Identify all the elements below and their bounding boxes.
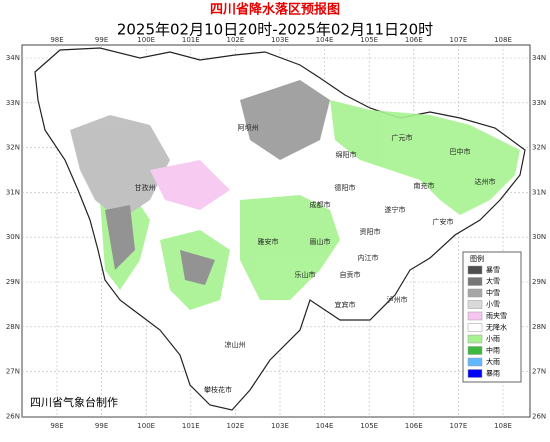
lon-label: 106E [405,422,423,430]
lat-label: 26N [6,412,20,420]
city-label: 乐山市 [295,270,316,279]
legend-swatch [467,346,483,355]
city-label: 眉山市 [310,237,331,246]
lon-label: 101E [182,36,200,44]
precip-areas [70,80,520,310]
city-label: 遂宁市 [385,205,406,214]
legend-swatch [467,357,483,367]
lon-label: 100E [137,422,155,430]
legend-swatch [467,334,483,344]
city-label: 甘孜州 [135,183,156,192]
lat-label: 26N [532,412,546,420]
legend-swatch [467,311,483,321]
lon-label: 105E [360,36,378,44]
lat-label: 34N [532,54,546,62]
lat-label: 31N [532,188,546,196]
legend-swatch [467,265,483,275]
legend-swatch [467,288,483,298]
legend-label: 无降水 [486,323,507,332]
legend-label: 暴雪 [486,266,500,274]
lat-label: 27N [532,368,546,376]
legend-label: 中雨 [486,346,500,355]
city-label: 巴中市 [450,147,471,156]
legend-label: 雨夹雪 [486,311,507,320]
lat-label: 27N [6,368,20,376]
lon-label: 104E [316,36,334,44]
lat-label: 33N [6,99,20,107]
city-label: 绵阳市 [336,150,357,159]
lon-label: 105E [360,422,378,430]
city-label: 雅安市 [258,237,279,246]
legend-label: 中雪 [486,288,500,297]
subtitle: 2025年02月10日20时-2025年02月11日20时 [117,21,433,39]
lat-label: 28N [532,323,546,331]
lat-label: 29N [532,278,546,286]
lat-label: 34N [6,54,20,62]
lat-label: 28N [6,323,20,331]
legend-label: 小雨 [486,334,500,343]
lon-label: 103E [271,422,289,430]
city-label: 南充市 [414,181,435,190]
city-label: 泸州市 [387,295,408,304]
legend-label: 暴雨 [486,370,500,378]
legend-swatch [467,323,483,332]
legend-swatch [467,277,483,286]
lon-label: 104E [316,422,334,430]
lat-label: 31N [6,188,20,196]
legend-label: 大雪 [486,277,500,286]
lat-label: 32N [532,144,546,152]
legend-label: 大雨 [486,357,500,366]
legend-title: 图例 [470,254,484,263]
city-label: 广安市 [433,217,454,226]
lon-label: 108E [494,36,512,44]
lon-label: 103E [271,36,289,44]
lon-label: 106E [405,36,423,44]
lon-label: 101E [182,422,200,430]
city-label: 广元市 [392,133,413,142]
lat-label: 33N [532,99,546,107]
city-label: 阿坝州 [238,123,259,132]
lon-label: 107E [450,36,468,44]
lon-label: 99E [95,422,108,430]
footer: 四川省气象台制作 [30,395,118,409]
legend-label: 小雪 [486,300,500,309]
city-label: 成都市 [310,200,331,209]
city-label: 达州市 [475,177,496,186]
lat-label: 32N [6,144,20,152]
lon-label: 98E [50,422,63,430]
lon-label: 99E [95,36,108,44]
city-label: 凉山州 [225,340,246,349]
lat-label: 30N [532,233,546,241]
lat-label: 30N [6,233,20,241]
lon-label: 107E [450,422,468,430]
city-label: 德阳市 [335,183,356,192]
city-label: 攀枝花市 [204,385,232,394]
city-label: 资阳市 [360,227,381,236]
city-label: 内江市 [358,253,379,262]
city-label: 自贡市 [340,270,361,279]
legend-swatch [467,300,483,309]
lon-label: 100E [137,36,155,44]
lon-label: 98E [50,36,63,44]
lon-label: 102E [227,422,245,430]
legend-swatch [467,369,483,378]
title: 四川省降水落区预报图 [210,2,340,18]
lat-label: 29N [6,278,20,286]
lon-label: 108E [494,422,512,430]
lon-label: 102E [227,36,245,44]
city-label: 宜宾市 [335,300,356,309]
